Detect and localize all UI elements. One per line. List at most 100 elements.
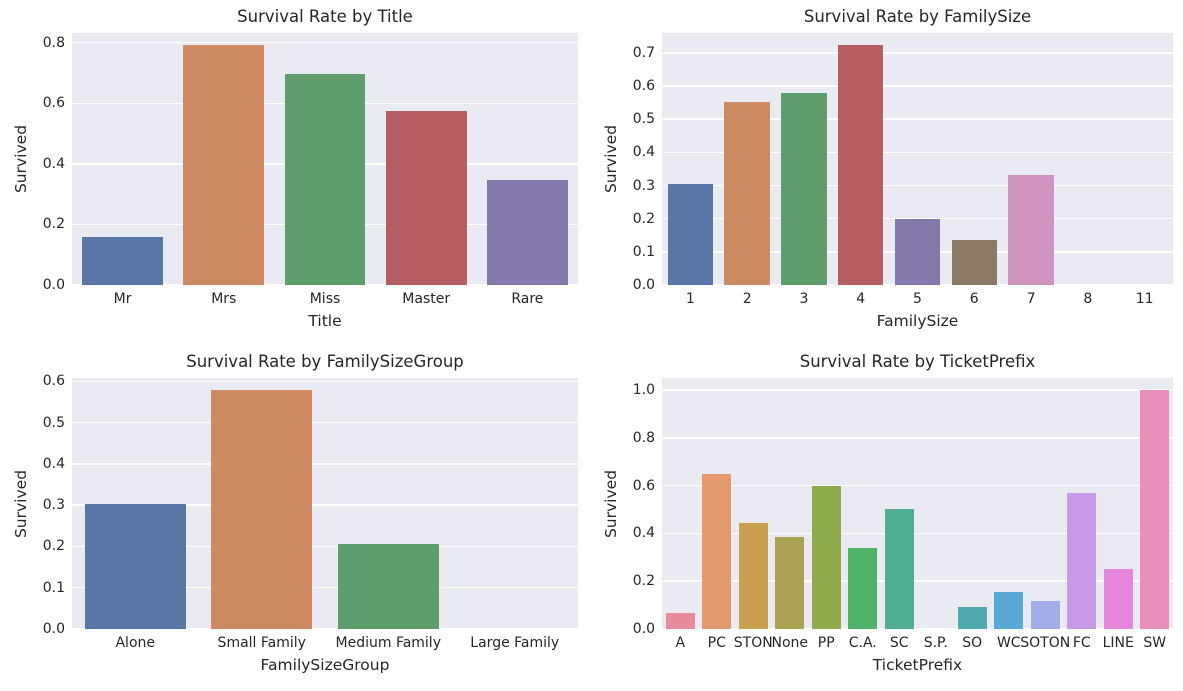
x-tick-label: FC [1072, 635, 1091, 651]
x-tick-label: Alone [115, 635, 156, 651]
x-tick-label: Medium Family [335, 635, 441, 651]
bar-alone [84, 503, 186, 629]
y-tick-label: 0.3 [632, 177, 655, 194]
x-tick-label: None [771, 635, 809, 651]
y-tick-label: 0.7 [632, 44, 655, 61]
plot-area: 0.0 0.1 0.2 0.3 0.4 0.5 0.6 Alone Small Family Me… [43, 374, 578, 651]
x-tick-label: 3 [799, 291, 809, 307]
plot-area: 0.0 0.2 0.4 0.6 0.8 Mr Mrs Miss Master Rare [43, 33, 578, 307]
gridline [72, 421, 578, 424]
x-tick-label: 1 [685, 291, 695, 307]
chart-title: Survival Rate by TicketPrefix [799, 352, 1036, 371]
bar-so [957, 607, 987, 629]
bar-7 [1008, 174, 1054, 285]
x-tick-label: LINE [1102, 635, 1134, 651]
bar-2 [724, 101, 770, 285]
x-tick-label: Rare [511, 291, 544, 307]
bar-medium-family [337, 544, 439, 629]
y-tick-label: 0.0 [632, 277, 655, 293]
y-tick-label: 0.0 [632, 621, 655, 637]
x-tick-label: Mr [113, 291, 132, 307]
gridline [662, 580, 1173, 582]
x-tick-label: WC [996, 635, 1021, 651]
y-tick-label: 0.2 [42, 538, 65, 555]
bar-a [665, 612, 695, 629]
bar-wc [994, 592, 1024, 629]
x-tick-label: 8 [1083, 291, 1093, 307]
gridline [72, 284, 578, 286]
bar-miss [284, 73, 366, 285]
x-tick-label: 5 [913, 291, 922, 307]
bar-4 [838, 44, 884, 285]
gridline [72, 504, 578, 506]
subplot-survival-by-familysizegroup: Survival Rate by FamilySizeGroup Survive… [12, 352, 578, 674]
x-axis-label: Title [308, 312, 342, 330]
x-tick-label: S.P. [923, 635, 948, 651]
bar-mr [82, 237, 164, 285]
x-tick-label: SW [1143, 635, 1167, 651]
y-tick-label: 0.0 [42, 621, 65, 637]
bar-pc [702, 473, 732, 629]
chart-title: Survival Rate by Title [237, 7, 413, 26]
y-tick-label: 0.8 [632, 429, 655, 446]
x-tick-label: SO [962, 635, 983, 651]
x-tick-label: A [675, 635, 686, 651]
y-tick-label: 0.5 [42, 414, 65, 431]
gridline [662, 85, 1173, 87]
gridline [72, 380, 578, 383]
x-tick-label: SC [889, 635, 909, 651]
x-axis-label: FamilySizeGroup [260, 656, 390, 674]
bar-5 [894, 218, 941, 285]
x-tick-label: 2 [742, 291, 752, 307]
gridline [72, 628, 578, 630]
y-axis-label: Survived [12, 124, 30, 194]
gridline [662, 52, 1173, 54]
gridline [72, 41, 578, 44]
gridline [662, 437, 1173, 439]
gridline [662, 628, 1173, 630]
subplot-survival-by-title: Survival Rate by Title Survived 0.0 0.2 0.… [12, 7, 578, 330]
x-tick-label: Small Family [217, 635, 306, 651]
x-tick-label: Large Family [470, 635, 560, 651]
x-tick-label: Master [402, 291, 451, 307]
y-tick-label: 0.2 [632, 573, 655, 590]
gridline [662, 118, 1173, 120]
y-tick-label: 0.4 [42, 155, 65, 172]
bar-6 [951, 239, 997, 285]
y-axis-label: Survived [12, 469, 30, 538]
x-tick-label: 6 [969, 291, 979, 307]
gridline [72, 586, 578, 589]
y-tick-label: 1.0 [632, 381, 655, 398]
y-tick-label: 0.3 [42, 497, 65, 514]
y-tick-label: 0.4 [632, 144, 655, 161]
bar-3 [781, 93, 827, 285]
bar-soton [1030, 600, 1060, 629]
plot-area: 0.0 0.2 0.4 0.6 0.8 1.0 A PC STON None PP C.A. SC S.P… [633, 378, 1173, 651]
x-tick-label: PP [817, 635, 835, 651]
y-tick-label: 0.6 [42, 95, 65, 112]
x-tick-label: PC [707, 635, 726, 651]
y-tick-label: 0.6 [42, 373, 65, 390]
x-tick-label: 7 [1026, 291, 1036, 307]
y-tick-label: 0.2 [42, 216, 65, 233]
y-tick-label: 0.1 [632, 243, 655, 260]
y-tick-label: 0.6 [632, 78, 655, 95]
y-tick-label: 0.8 [42, 34, 65, 51]
gridline [662, 184, 1173, 187]
bar-master [385, 110, 467, 285]
chart-title: Survival Rate by FamilySize [803, 7, 1032, 26]
y-tick-label: 0.6 [632, 477, 655, 494]
y-axis-label: Survived [602, 124, 620, 194]
y-tick-label: 0.4 [42, 455, 65, 472]
bar-fc [1067, 492, 1097, 629]
bar-rare [486, 179, 568, 285]
y-tick-label: 0.5 [632, 111, 655, 128]
bar-mrs [183, 45, 265, 285]
bar-line [1103, 569, 1133, 629]
x-axis-label: TicketPrefix [872, 656, 963, 674]
bar-small-family [211, 389, 313, 629]
bar-c-a- [848, 547, 878, 629]
bar-sc [884, 509, 914, 629]
gridline [662, 217, 1173, 220]
